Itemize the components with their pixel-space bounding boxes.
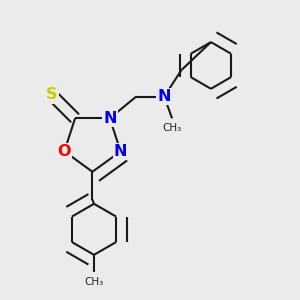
Text: N: N (114, 144, 127, 159)
Text: N: N (103, 111, 117, 126)
Text: O: O (58, 144, 71, 159)
Text: S: S (46, 88, 58, 103)
Text: CH₃: CH₃ (84, 277, 104, 286)
Text: CH₃: CH₃ (162, 123, 182, 133)
Text: N: N (158, 89, 171, 104)
